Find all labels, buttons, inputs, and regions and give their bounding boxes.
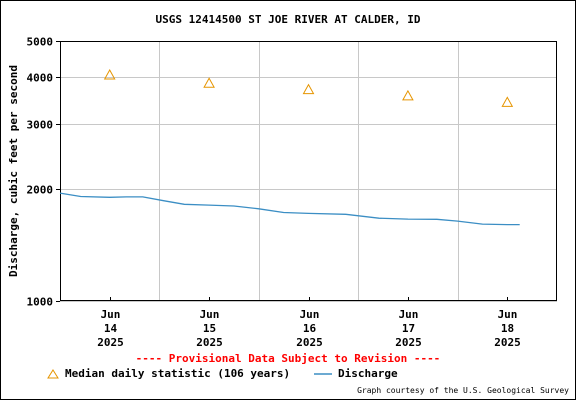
line-icon <box>314 373 332 375</box>
x-tick-month: Jun <box>399 308 419 321</box>
median-marker <box>203 77 215 88</box>
x-tick-day: 18 <box>501 322 514 335</box>
y-tick-label: 4000 <box>27 72 54 85</box>
median-marker <box>103 69 116 80</box>
y-tick-label: 5000 <box>27 36 54 49</box>
legend-median: Median daily statistic (106 years) <box>47 367 290 380</box>
x-tick-day: 14 <box>104 322 118 335</box>
x-tick-month: Jun <box>300 308 320 321</box>
x-tick-day: 17 <box>402 322 415 335</box>
plot-area-border <box>60 41 557 301</box>
credit-text: Graph courtesy of the U.S. Geological Su… <box>357 386 569 395</box>
x-tick-month: Jun <box>101 308 121 321</box>
provisional-note: ---- Provisional Data Subject to Revisio… <box>135 352 441 365</box>
x-tick-year: 2025 <box>296 336 323 349</box>
discharge-line <box>59 192 520 226</box>
legend-discharge: Discharge <box>314 367 398 380</box>
x-tick-year: 2025 <box>395 336 422 349</box>
x-tick-day: 16 <box>303 322 317 335</box>
median-marker <box>302 83 315 95</box>
chart-title: USGS 12414500 ST JOE RIVER AT CALDER, ID <box>155 13 421 26</box>
median-marker <box>402 89 414 101</box>
legend-discharge-label: Discharge <box>338 367 398 380</box>
y-tick-label: 3000 <box>27 119 54 132</box>
legend-median-label: Median daily statistic (106 years) <box>65 367 291 380</box>
x-tick-month: Jun <box>200 308 220 321</box>
x-tick-day: 15 <box>203 322 216 335</box>
x-tick-year: 2025 <box>494 336 521 349</box>
y-tick-label: 1000 <box>27 296 54 309</box>
x-tick-month: Jun <box>498 308 518 321</box>
x-tick-year: 2025 <box>196 336 223 349</box>
median-marker <box>501 96 514 107</box>
y-tick-label: 2000 <box>27 184 54 197</box>
y-axis-label: Discharge, cubic feet per second <box>7 65 20 277</box>
triangle-icon <box>47 369 59 379</box>
x-tick-year: 2025 <box>97 336 124 349</box>
